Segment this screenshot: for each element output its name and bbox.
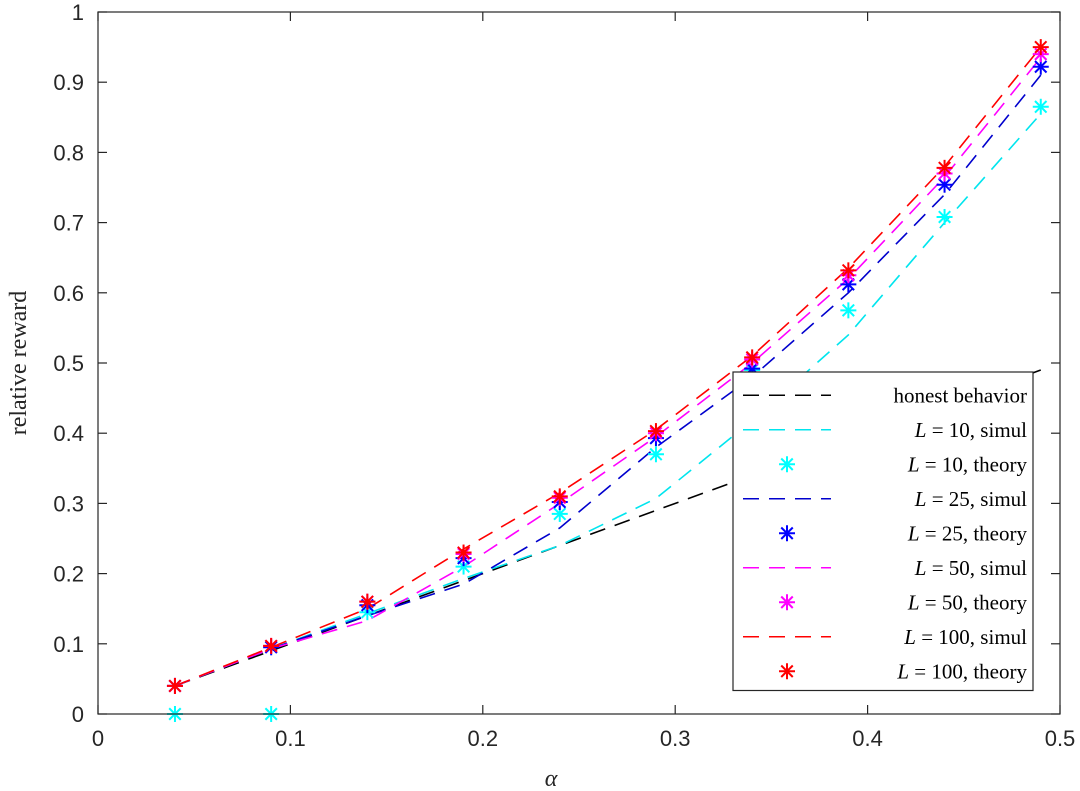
- legend-entry-1: L = 10, simul: [743, 418, 1027, 442]
- series-markers-8: [166, 39, 1049, 694]
- legend-entry-8: L = 100, theory: [779, 659, 1027, 683]
- data-point-s8-2: [359, 593, 376, 610]
- y-tick-label-2: 0.2: [53, 562, 84, 587]
- data-point-s8-3: [455, 544, 472, 561]
- data-point-s8-7: [840, 262, 857, 279]
- ticks-layer: 0 0.1 0.2 0.3 0.4 0.5 0 0.1 0.2 0.3 0.4 0.5 0.6 0.7 0.…: [53, 0, 1075, 751]
- data-point-s8-8: [936, 159, 953, 176]
- x-tick-label-2: 0.2: [468, 726, 499, 751]
- y-tick-label-8: 0.8: [53, 140, 84, 165]
- data-point-s2-5: [647, 446, 664, 463]
- data-point-s2-9: [1032, 98, 1049, 115]
- legend: honest behavior L = 10, simul L = 10, theo…: [732, 371, 1034, 692]
- y-tick-label-3: 0.3: [53, 491, 84, 516]
- data-point-s8-1: [263, 637, 280, 654]
- legend-label-8: L = 100, theory: [896, 659, 1027, 683]
- legend-entry-2: L = 10, theory: [779, 452, 1027, 476]
- data-point-s2-4: [551, 505, 568, 522]
- legend-label-0: honest behavior: [893, 383, 1027, 407]
- y-tick-label-10: 1: [72, 0, 84, 25]
- data-point-s8-9: [1032, 39, 1049, 56]
- y-tick-label-4: 0.4: [53, 421, 84, 446]
- x-tick-label-4: 0.4: [852, 726, 883, 751]
- legend-entry-0: honest behavior: [743, 383, 1027, 407]
- legend-label-1: L = 10, simul: [914, 418, 1027, 442]
- legend-label-7: L = 100, simul: [903, 625, 1027, 649]
- data-point-s8-5: [647, 423, 664, 440]
- data-point-s4-7: [840, 276, 857, 293]
- x-tick-label-5: 0.5: [1045, 726, 1076, 751]
- legend-entry-7: L = 100, simul: [743, 625, 1027, 649]
- data-point-s8-4: [551, 488, 568, 505]
- legend-label-5: L = 50, simul: [914, 556, 1027, 580]
- legend-label-2: L = 10, theory: [907, 452, 1028, 476]
- legend-box: [732, 371, 1034, 692]
- x-tick-label-3: 0.3: [660, 726, 691, 751]
- y-tick-label-0: 0: [72, 702, 84, 727]
- legend-swatch-4: [779, 525, 795, 542]
- y-tick-label-6: 0.6: [53, 281, 84, 306]
- series-line-3: [174, 74, 1042, 687]
- data-point-s8-6: [744, 349, 761, 366]
- y-axis-label: relative reward: [6, 291, 32, 436]
- legend-entry-5: L = 50, simul: [743, 556, 1027, 580]
- x-axis-label: α: [545, 766, 558, 791]
- x-tick-label-1: 0.1: [275, 726, 306, 751]
- legend-label-6: L = 50, theory: [907, 590, 1028, 614]
- data-point-s2-8: [936, 208, 953, 225]
- y-tick-label-7: 0.7: [53, 211, 84, 236]
- y-tick-label-1: 0.1: [53, 632, 84, 657]
- series-line-7: [174, 46, 1042, 687]
- legend-entry-3: L = 25, simul: [743, 487, 1027, 511]
- series-line-1: [174, 113, 1042, 687]
- x-tick-label-0: 0: [92, 726, 104, 751]
- y-tick-label-9: 0.9: [53, 70, 84, 95]
- legend-swatch-6: [779, 594, 795, 611]
- legend-label-3: L = 25, simul: [914, 487, 1027, 511]
- legend-swatch-2: [779, 456, 795, 473]
- data-point-s2-7: [840, 302, 857, 319]
- y-tick-label-5: 0.5: [53, 351, 84, 376]
- legend-swatch-8: [779, 663, 795, 680]
- legend-label-4: L = 25, theory: [907, 521, 1028, 545]
- series-line-5: [174, 57, 1042, 687]
- legend-entry-6: L = 50, theory: [779, 590, 1027, 614]
- data-point-s8-0: [166, 677, 183, 694]
- legend-entry-4: L = 25, theory: [779, 521, 1027, 545]
